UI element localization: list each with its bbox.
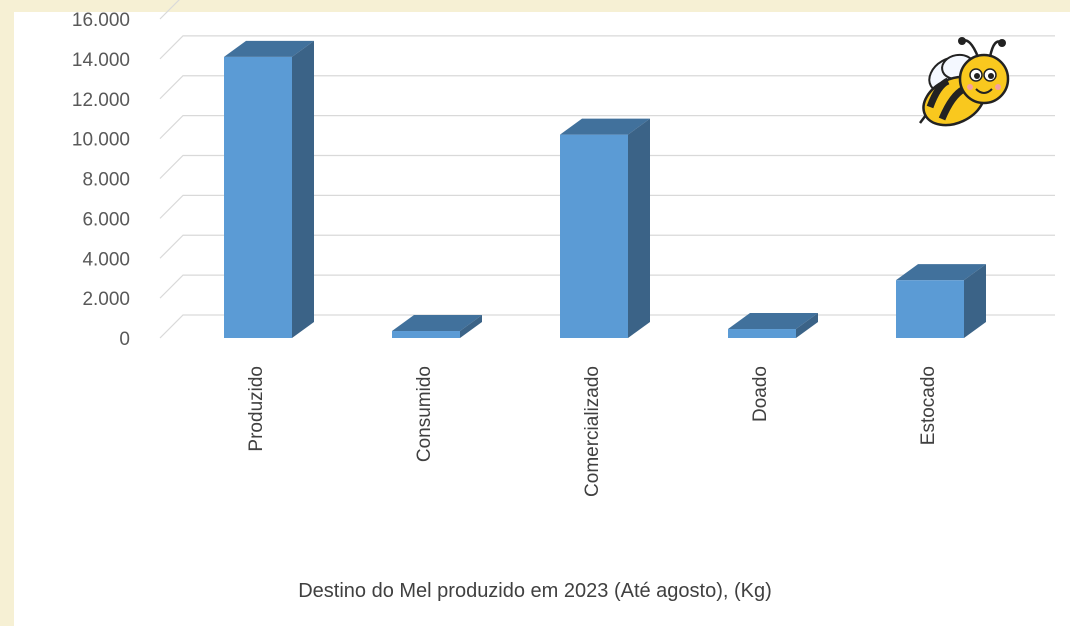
x-axis-categories: Produzido Consumido Comercializado Doado Est… [246,366,939,497]
y-tick-label: 2.000 [82,289,130,310]
gridline [159,234,1055,259]
y-axis-ticks: 0 2.000 4.000 6.000 8.000 10.000 12.000 14.000 1… [72,10,130,350]
bar [392,315,482,338]
gridline [159,75,1055,100]
bars [224,40,986,338]
y-tick-label: 8.000 [82,170,130,191]
y-tick-label: 6.000 [82,209,130,230]
gridline [159,194,1055,219]
bar [728,313,818,338]
chart-panel [14,12,1070,626]
y-tick-label: 16.000 [72,10,130,31]
gridline [159,115,1055,140]
top-strip [0,0,1070,12]
y-tick-label: 4.000 [82,249,130,270]
x-tick-label: Estocado [918,366,939,445]
bar [560,118,650,338]
x-tick-label: Consumido [414,366,435,462]
y-tick-label: 14.000 [72,50,130,71]
x-tick-label: Doado [750,366,771,422]
gridline [159,35,1055,60]
gridline [159,154,1055,179]
bar [896,264,986,338]
gridline [159,274,1055,299]
y-tick-label: 10.000 [72,130,130,151]
bar [224,40,314,338]
x-axis-label: Destino do Mel produzido em 2023 (Até ag… [298,580,772,602]
bee-icon [919,37,1010,127]
x-tick-label: Produzido [246,366,267,452]
x-tick-label: Comercializado [582,366,603,497]
gridline [159,0,180,20]
y-tick-label: 12.000 [72,90,130,111]
y-tick-label: 0 [119,329,130,350]
